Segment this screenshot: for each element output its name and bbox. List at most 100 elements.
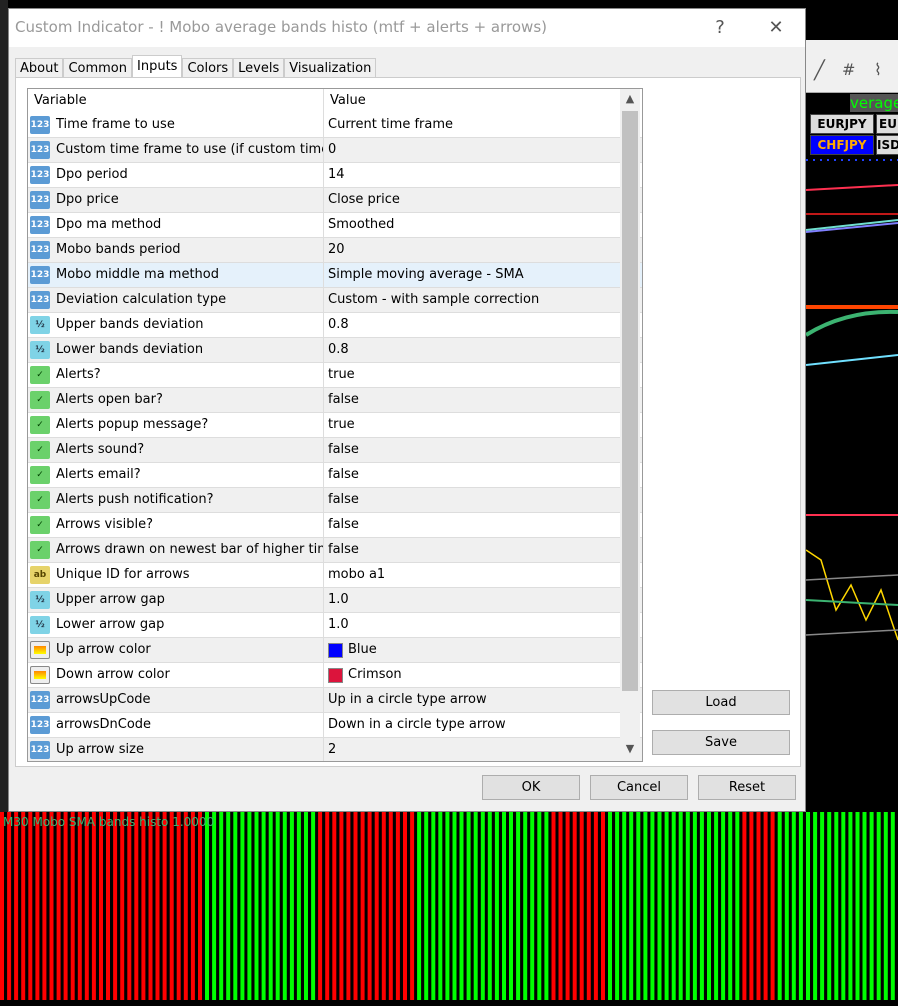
histogram-bar-down bbox=[63, 812, 68, 1000]
table-row[interactable]: 123 Custom time frame to use (if custom t… bbox=[28, 138, 642, 163]
fibonacci-expansion-icon[interactable]: # bbox=[842, 60, 856, 79]
value-cell[interactable]: 0.8 bbox=[324, 313, 349, 337]
value-cell[interactable]: Up in a circle type arrow bbox=[324, 688, 487, 712]
histogram-bar-up bbox=[480, 812, 485, 1000]
value-text: Current time frame bbox=[328, 117, 454, 132]
value-cell[interactable]: mobo a1 bbox=[324, 563, 385, 587]
value-cell[interactable]: Custom - with sample correction bbox=[324, 288, 539, 312]
value-cell[interactable]: 14 bbox=[324, 163, 345, 187]
value-cell[interactable]: Current time frame bbox=[324, 113, 453, 137]
symbol-button[interactable]: EURJPY bbox=[810, 114, 874, 134]
table-row[interactable]: 123 Up arrow size 2 bbox=[28, 738, 642, 761]
value-cell[interactable]: Blue bbox=[324, 638, 377, 662]
line-tool-icon[interactable]: ╱ bbox=[814, 60, 825, 81]
tab-levels[interactable]: Levels bbox=[233, 58, 285, 79]
table-row[interactable]: ✓ Alerts open bar? false bbox=[28, 388, 642, 413]
table-row[interactable]: 123 arrowsUpCode Up in a circle type arrow bbox=[28, 688, 642, 713]
value-cell[interactable]: false bbox=[324, 538, 359, 562]
table-row[interactable]: ½ Upper arrow gap 1.0 bbox=[28, 588, 642, 613]
value-cell[interactable]: 1.0 bbox=[324, 588, 349, 612]
table-row[interactable]: ½ Lower arrow gap 1.0 bbox=[28, 613, 642, 638]
scrollbar-thumb[interactable] bbox=[622, 111, 638, 691]
table-row[interactable]: 123 Mobo bands period 20 bbox=[28, 238, 642, 263]
histogram-bar-up bbox=[304, 812, 308, 1000]
tab-about[interactable]: About bbox=[15, 58, 64, 79]
tab-inputs[interactable]: Inputs bbox=[132, 55, 183, 79]
load-button[interactable]: Load bbox=[652, 690, 790, 715]
table-row[interactable]: 123 Time frame to use Current time frame bbox=[28, 113, 642, 138]
table-row[interactable]: 123 arrowsDnCode Down in a circle type arr… bbox=[28, 713, 642, 738]
histogram-bar-down bbox=[28, 812, 33, 1000]
value-cell[interactable]: true bbox=[324, 363, 355, 387]
table-row[interactable]: ✓ Alerts popup message? true bbox=[28, 413, 642, 438]
value-cell[interactable]: false bbox=[324, 438, 359, 462]
vertical-scrollbar[interactable]: ▲ ▼ bbox=[620, 89, 640, 759]
histogram-bar-up bbox=[438, 812, 443, 1000]
value-cell[interactable]: false bbox=[324, 388, 359, 412]
table-row[interactable]: Up arrow color Blue bbox=[28, 638, 642, 663]
reset-button[interactable]: Reset bbox=[698, 775, 796, 800]
value-cell[interactable]: true bbox=[324, 413, 355, 437]
integer-param-icon: 123 bbox=[30, 166, 50, 184]
value-cell[interactable]: false bbox=[324, 513, 359, 537]
tab-visualization[interactable]: Visualization bbox=[284, 58, 377, 79]
drawing-toolbar: ╱ # ⌇ bbox=[806, 40, 898, 93]
value-text: mobo a1 bbox=[328, 567, 386, 582]
value-cell[interactable]: false bbox=[324, 463, 359, 487]
table-row[interactable]: 123 Dpo ma method Smoothed bbox=[28, 213, 642, 238]
table-row[interactable]: ab Unique ID for arrows mobo a1 bbox=[28, 563, 642, 588]
value-cell[interactable]: Smoothed bbox=[324, 213, 394, 237]
value-cell[interactable]: 1.0 bbox=[324, 613, 349, 637]
value-cell[interactable]: Crimson bbox=[324, 663, 402, 687]
histogram-bar-up bbox=[516, 812, 521, 1000]
tab-colors[interactable]: Colors bbox=[182, 58, 234, 79]
symbol-button[interactable]: ISD bbox=[876, 135, 898, 155]
value-cell[interactable]: 0.8 bbox=[324, 338, 349, 362]
fibonacci-fan-icon[interactable]: ⌇ bbox=[874, 60, 882, 79]
chart-lines bbox=[804, 159, 898, 641]
table-row[interactable]: 123 Dpo period 14 bbox=[28, 163, 642, 188]
symbol-button-active[interactable]: CHFJPY bbox=[810, 135, 874, 155]
cancel-button[interactable]: Cancel bbox=[590, 775, 688, 800]
scroll-down-icon[interactable]: ▼ bbox=[625, 742, 635, 755]
tab-common[interactable]: Common bbox=[63, 58, 132, 79]
histogram-bar-down bbox=[586, 812, 591, 1000]
ok-button[interactable]: OK bbox=[482, 775, 580, 800]
save-button[interactable]: Save bbox=[652, 730, 790, 755]
table-row[interactable]: ✓ Arrows drawn on newest bar of higher ti… bbox=[28, 538, 642, 563]
table-row[interactable]: 123 Deviation calculation type Custom - wi… bbox=[28, 288, 642, 313]
title-bar: Custom Indicator - ! Mobo average bands … bbox=[9, 9, 805, 47]
scroll-up-icon[interactable]: ▲ bbox=[625, 92, 635, 105]
value-cell[interactable]: Down in a circle type arrow bbox=[324, 713, 506, 737]
table-row[interactable]: ½ Upper bands deviation 0.8 bbox=[28, 313, 642, 338]
close-button[interactable]: ✕ bbox=[768, 17, 784, 38]
value-cell[interactable]: 20 bbox=[324, 238, 345, 262]
table-row[interactable]: ✓ Alerts email? false bbox=[28, 463, 642, 488]
symbol-button[interactable]: EU bbox=[876, 114, 898, 134]
value-cell[interactable]: 0 bbox=[324, 138, 336, 162]
histogram-bar-up bbox=[721, 812, 726, 1000]
value-cell[interactable]: 2 bbox=[324, 738, 336, 761]
column-header-variable[interactable]: Variable bbox=[28, 89, 324, 113]
histogram-bar-up bbox=[699, 812, 704, 1000]
histogram-bar-up bbox=[862, 812, 867, 1000]
value-cell[interactable]: Close price bbox=[324, 188, 400, 212]
table-row[interactable]: 123 Mobo middle ma method Simple moving av… bbox=[28, 263, 642, 288]
help-button[interactable]: ? bbox=[715, 17, 725, 38]
variable-cell: ✓ Alerts push notification? bbox=[28, 488, 324, 512]
value-cell[interactable]: Simple moving average - SMA bbox=[324, 263, 524, 287]
table-row[interactable]: ✓ Alerts push notification? false bbox=[28, 488, 642, 513]
table-row[interactable]: ✓ Alerts? true bbox=[28, 363, 642, 388]
table-row[interactable]: ½ Lower bands deviation 0.8 bbox=[28, 338, 642, 363]
histogram-bar-up bbox=[289, 812, 294, 1000]
table-row[interactable]: 123 Dpo price Close price bbox=[28, 188, 642, 213]
column-header-value[interactable]: Value bbox=[330, 93, 366, 108]
table-row[interactable]: ✓ Alerts sound? false bbox=[28, 438, 642, 463]
inputs-table: Variable Value 123 Time frame to use Curre… bbox=[27, 88, 643, 762]
histogram-bar-up bbox=[205, 812, 209, 1000]
histogram-bar-down bbox=[91, 812, 96, 1000]
value-text: Up in a circle type arrow bbox=[328, 692, 487, 707]
table-row[interactable]: Down arrow color Crimson bbox=[28, 663, 642, 688]
table-row[interactable]: ✓ Arrows visible? false bbox=[28, 513, 642, 538]
value-cell[interactable]: false bbox=[324, 488, 359, 512]
